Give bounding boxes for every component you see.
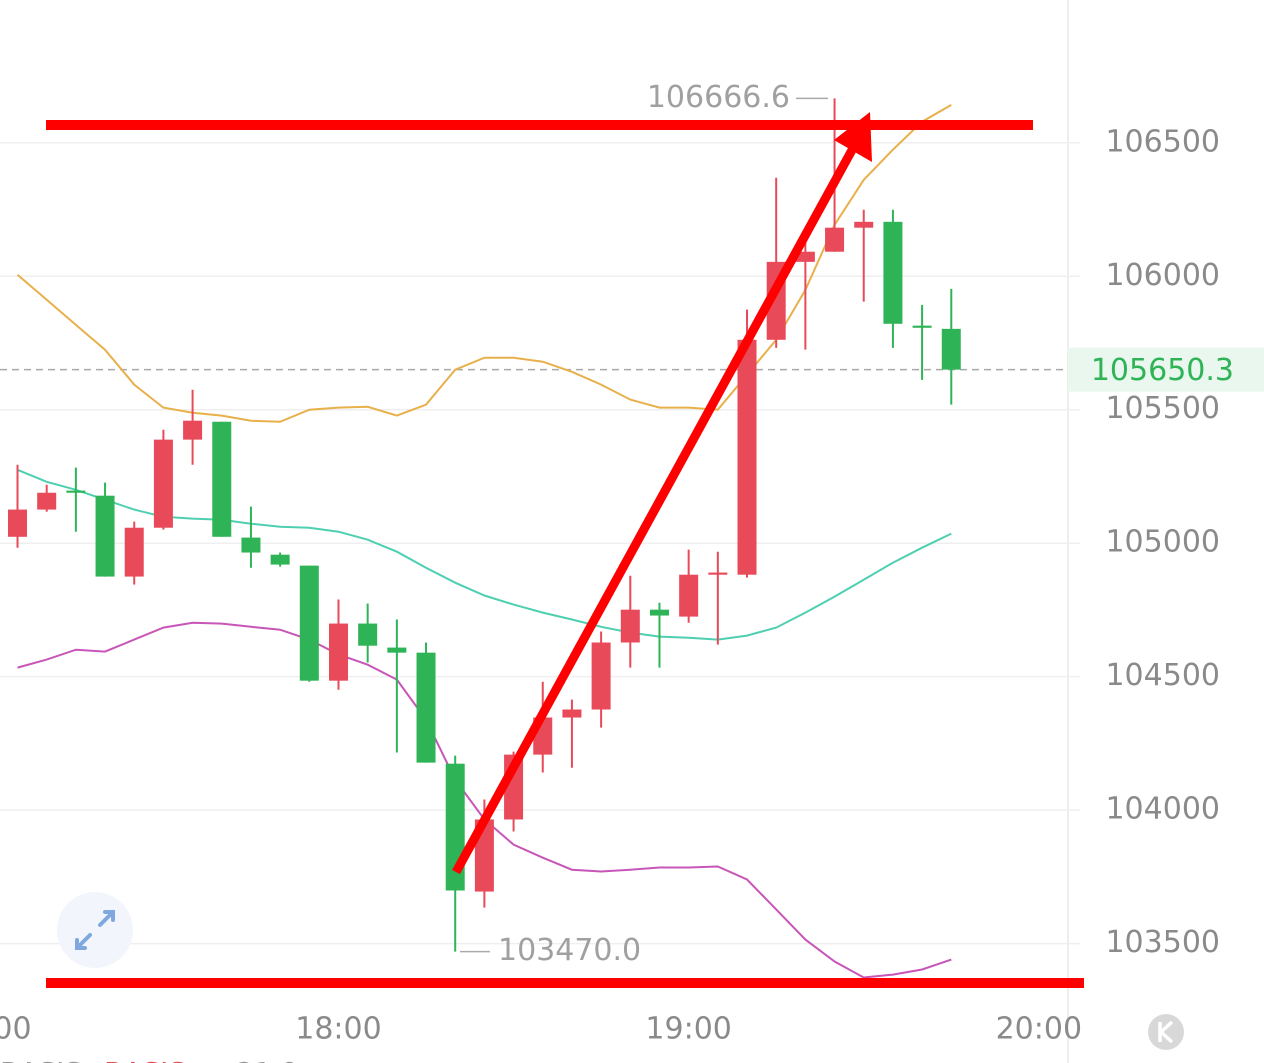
candle-body (95, 495, 115, 577)
y-tick-label: 105500 (1105, 391, 1220, 426)
candle-body (37, 492, 57, 510)
annotations (46, 112, 1084, 988)
candle-body (299, 565, 319, 681)
extreme-label: 106666.6 (647, 80, 790, 115)
expand-button[interactable] (57, 892, 133, 968)
candle-body (708, 572, 728, 575)
candle-body (66, 490, 86, 493)
candle-body (825, 227, 845, 252)
indicator-line (17, 468, 952, 641)
y-tick-label: 106000 (1105, 258, 1220, 293)
extreme-label: 103470.0 (498, 933, 641, 968)
y-tick-label: 103500 (1105, 925, 1220, 960)
candle-body (912, 325, 932, 328)
y-tick-label: 105000 (1105, 525, 1220, 560)
candle-body (328, 623, 348, 681)
candle-body (183, 420, 203, 440)
candle-body (679, 574, 699, 617)
candle-body (153, 439, 173, 528)
candle-body (591, 642, 611, 710)
y-tick-label: 106500 (1105, 124, 1220, 159)
x-tick-label: 20:00 (996, 1012, 1082, 1047)
candle-body (241, 537, 261, 553)
candle-body (387, 647, 407, 653)
candle-body (795, 251, 815, 262)
candle-body (854, 221, 874, 228)
candle-body (620, 609, 640, 643)
candle-body (737, 339, 757, 575)
candle-body (941, 328, 961, 370)
plot-layer: 103500 104000 104500 105000 105500 106000 1065… (0, 80, 1264, 1063)
trend-arrow (452, 147, 856, 875)
candle-body (212, 421, 232, 537)
last-price-box (1068, 347, 1264, 392)
last-price-label: 105650.3 (1091, 353, 1234, 388)
candle-body (649, 609, 669, 616)
candle-body (358, 623, 378, 646)
candle-body (416, 652, 436, 763)
x-tick-label: 18:00 (295, 1012, 381, 1047)
expand-bg[interactable] (57, 892, 133, 968)
y-tick-label: 104000 (1105, 792, 1220, 827)
candle-body (883, 221, 903, 324)
trend-arrow-head (834, 112, 872, 162)
kline-icon[interactable] (1158, 1020, 1174, 1044)
expand-icon[interactable] (75, 910, 115, 950)
candle-body (270, 554, 290, 565)
kline-button[interactable] (1148, 1014, 1184, 1050)
indicator-line (16, 104, 952, 423)
candle-body (562, 709, 582, 718)
candle-body (124, 527, 144, 577)
kline-bg[interactable] (1148, 1014, 1184, 1050)
footer-text: 21.0 (236, 1056, 298, 1063)
x-tick-label: 19:00 (645, 1012, 731, 1047)
x-tick-label: 17:00 (0, 1012, 32, 1047)
footer-text: BASIS (0, 1056, 82, 1063)
footer-text: BASIS (104, 1056, 186, 1063)
candle-body (8, 509, 28, 537)
y-tick-label: 104500 (1105, 658, 1220, 693)
